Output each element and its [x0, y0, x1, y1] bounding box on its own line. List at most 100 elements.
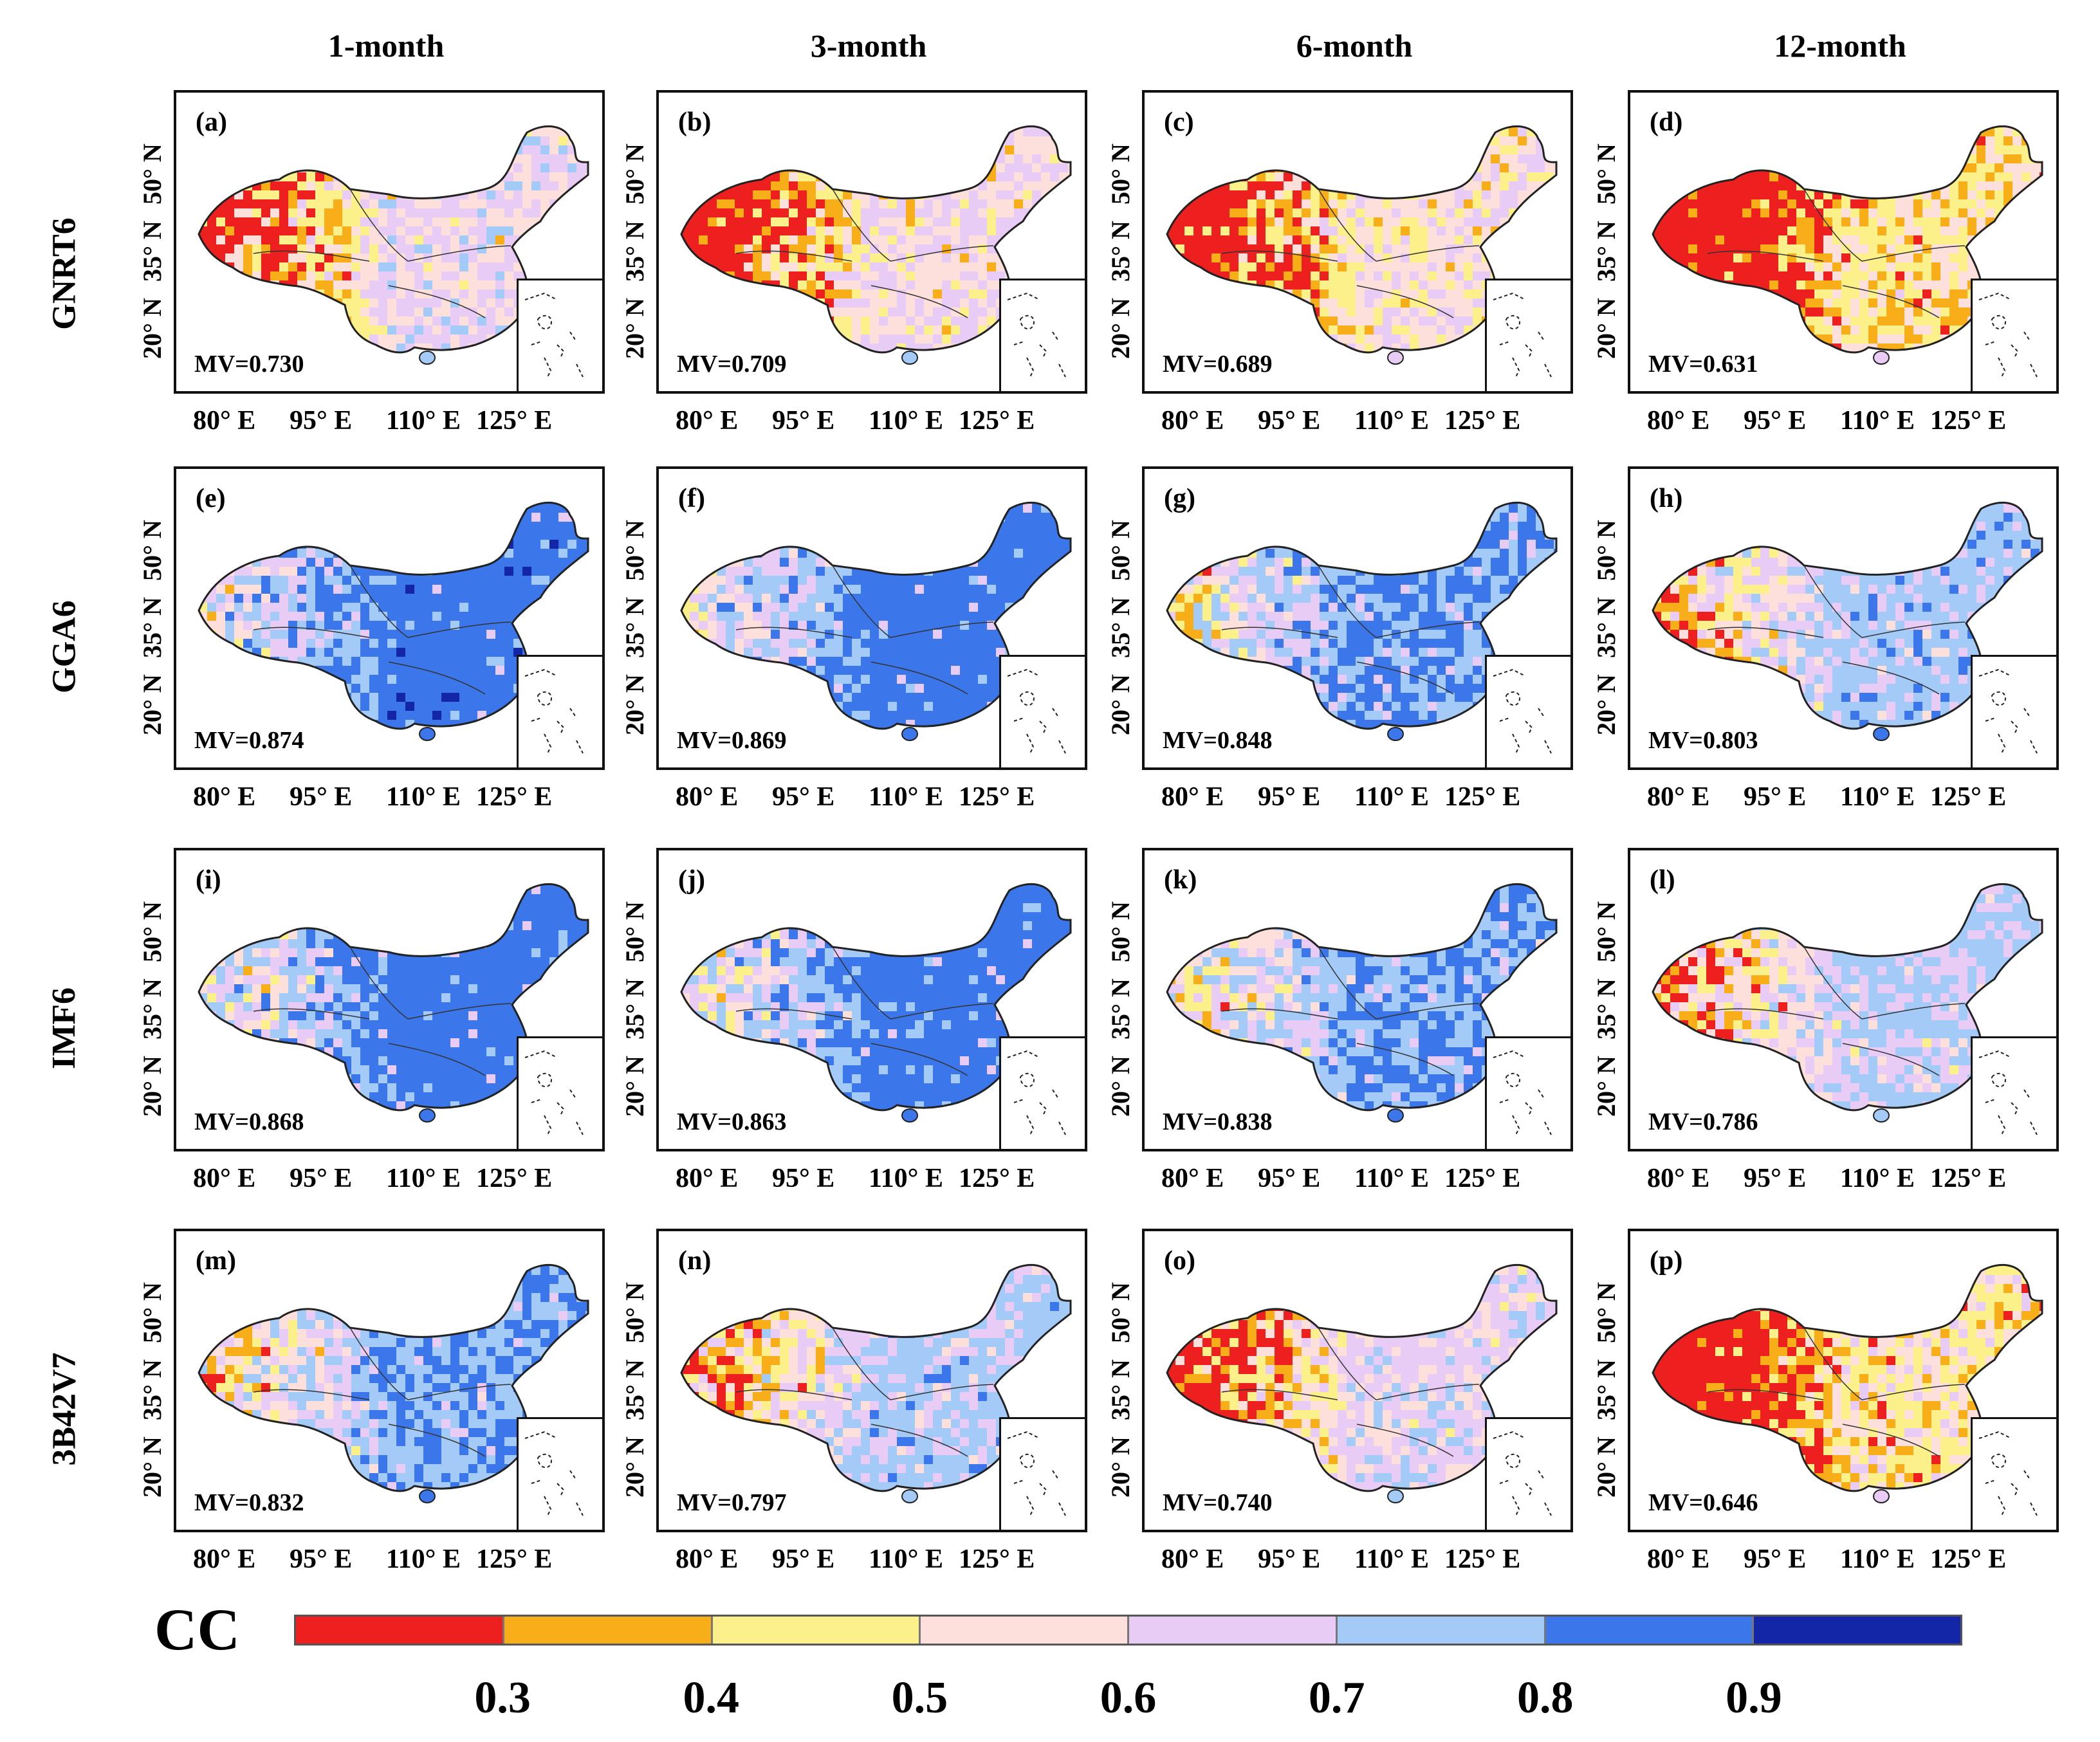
cc-cell [1184, 289, 1194, 299]
cc-cell [216, 244, 226, 254]
cc-cell [1509, 163, 1518, 173]
cc-cell [189, 335, 199, 344]
cc-cell [333, 217, 343, 227]
cc-cell [2013, 199, 2022, 209]
cc-cell [789, 353, 798, 362]
cc-cell [513, 181, 523, 191]
cc-cell [1193, 136, 1203, 146]
cc-cell [270, 136, 280, 146]
cc-cell [1958, 127, 1968, 137]
cc-cell [888, 253, 898, 263]
cc-cell [1931, 208, 1941, 218]
cc-cell [1275, 127, 1284, 137]
cc-cell [387, 208, 397, 218]
china-outline [198, 125, 589, 354]
cc-cell [414, 163, 424, 173]
cc-cell [1374, 172, 1383, 182]
cc-cell [1311, 217, 1320, 227]
cc-cell [771, 316, 780, 326]
inset-boundary [524, 292, 558, 300]
cc-cell [1275, 298, 1284, 308]
cc-cell [378, 154, 388, 164]
cc-cell [942, 316, 952, 326]
cc-cell [199, 271, 208, 281]
cc-cell [540, 199, 550, 209]
cc-cell [798, 199, 807, 209]
cc-cell [726, 280, 735, 290]
cc-cell [540, 190, 550, 200]
cc-cell [960, 154, 970, 164]
cc-cell [1491, 208, 1500, 218]
cc-cell [414, 262, 424, 272]
cc-cell [870, 181, 880, 191]
cc-cell [504, 298, 514, 308]
cc-cell [486, 127, 496, 137]
cc-cell [1760, 271, 1770, 281]
cc-cell [753, 307, 762, 317]
cc-cell [726, 335, 735, 344]
cc-cell [1536, 217, 1545, 227]
cc-cell [450, 362, 460, 371]
cc-cell [1356, 325, 1365, 335]
cc-cell [1230, 289, 1239, 299]
cc-cell [1220, 208, 1230, 218]
cc-cell [888, 353, 898, 362]
cc-cell [1473, 307, 1482, 317]
cc-cell [1068, 262, 1071, 272]
cc-cell [1050, 262, 1060, 272]
cc-cell [540, 262, 550, 272]
cc-cell [216, 181, 226, 191]
cc-cell [1994, 172, 2004, 182]
cc-cell [1347, 289, 1356, 299]
cc-cell [1733, 127, 1743, 137]
cc-cell [915, 217, 925, 227]
cc-cell [1688, 145, 1698, 155]
cc-cell [1832, 316, 1842, 326]
cc-cell [522, 199, 532, 209]
cc-cell [1985, 244, 1995, 254]
cc-cell [798, 262, 807, 272]
cc-cell [1302, 271, 1311, 281]
cc-cell [1832, 172, 1842, 182]
cc-cell [1175, 217, 1185, 227]
cc-cell [1679, 316, 1689, 326]
cc-cell [1536, 199, 1545, 209]
cc-cell [1688, 253, 1698, 263]
cc-cell [735, 262, 744, 272]
cc-cell [1157, 145, 1167, 155]
y-tick-label: 35° N [1102, 209, 1138, 293]
cc-cell [585, 244, 588, 254]
cc-cell [1175, 262, 1185, 272]
cc-cell [870, 235, 880, 245]
cc-cell [753, 163, 762, 173]
cc-cell [1157, 217, 1167, 227]
cc-cell [1311, 298, 1320, 308]
cc-cell [1202, 217, 1212, 227]
cc-cell [225, 217, 235, 227]
cc-cell [396, 208, 406, 218]
cc-cell [717, 298, 726, 308]
cc-cell [234, 145, 244, 155]
cc-cell [1220, 199, 1230, 209]
cc-cell [1931, 127, 1941, 137]
cc-cell [1473, 271, 1482, 281]
cc-cell [1211, 172, 1221, 182]
cc-cell [270, 127, 280, 137]
cc-cell [1715, 253, 1725, 263]
cc-cell [1895, 271, 1905, 281]
cc-cell [1976, 154, 1986, 164]
cc-cell [1491, 136, 1500, 146]
cc-cell [1302, 344, 1311, 353]
cc-cell [1284, 127, 1293, 137]
cc-cell [1392, 335, 1401, 344]
cc-cell [1248, 154, 1257, 164]
cc-cell [1446, 353, 1455, 362]
cc-cell [1733, 335, 1743, 344]
cc-cell [1175, 172, 1185, 182]
cc-cell [243, 253, 253, 263]
cc-cell [567, 244, 577, 254]
cc-cell [1769, 262, 1779, 272]
cc-cell [1850, 172, 1860, 182]
cc-cell [1643, 307, 1653, 317]
cc-cell [1365, 353, 1374, 362]
